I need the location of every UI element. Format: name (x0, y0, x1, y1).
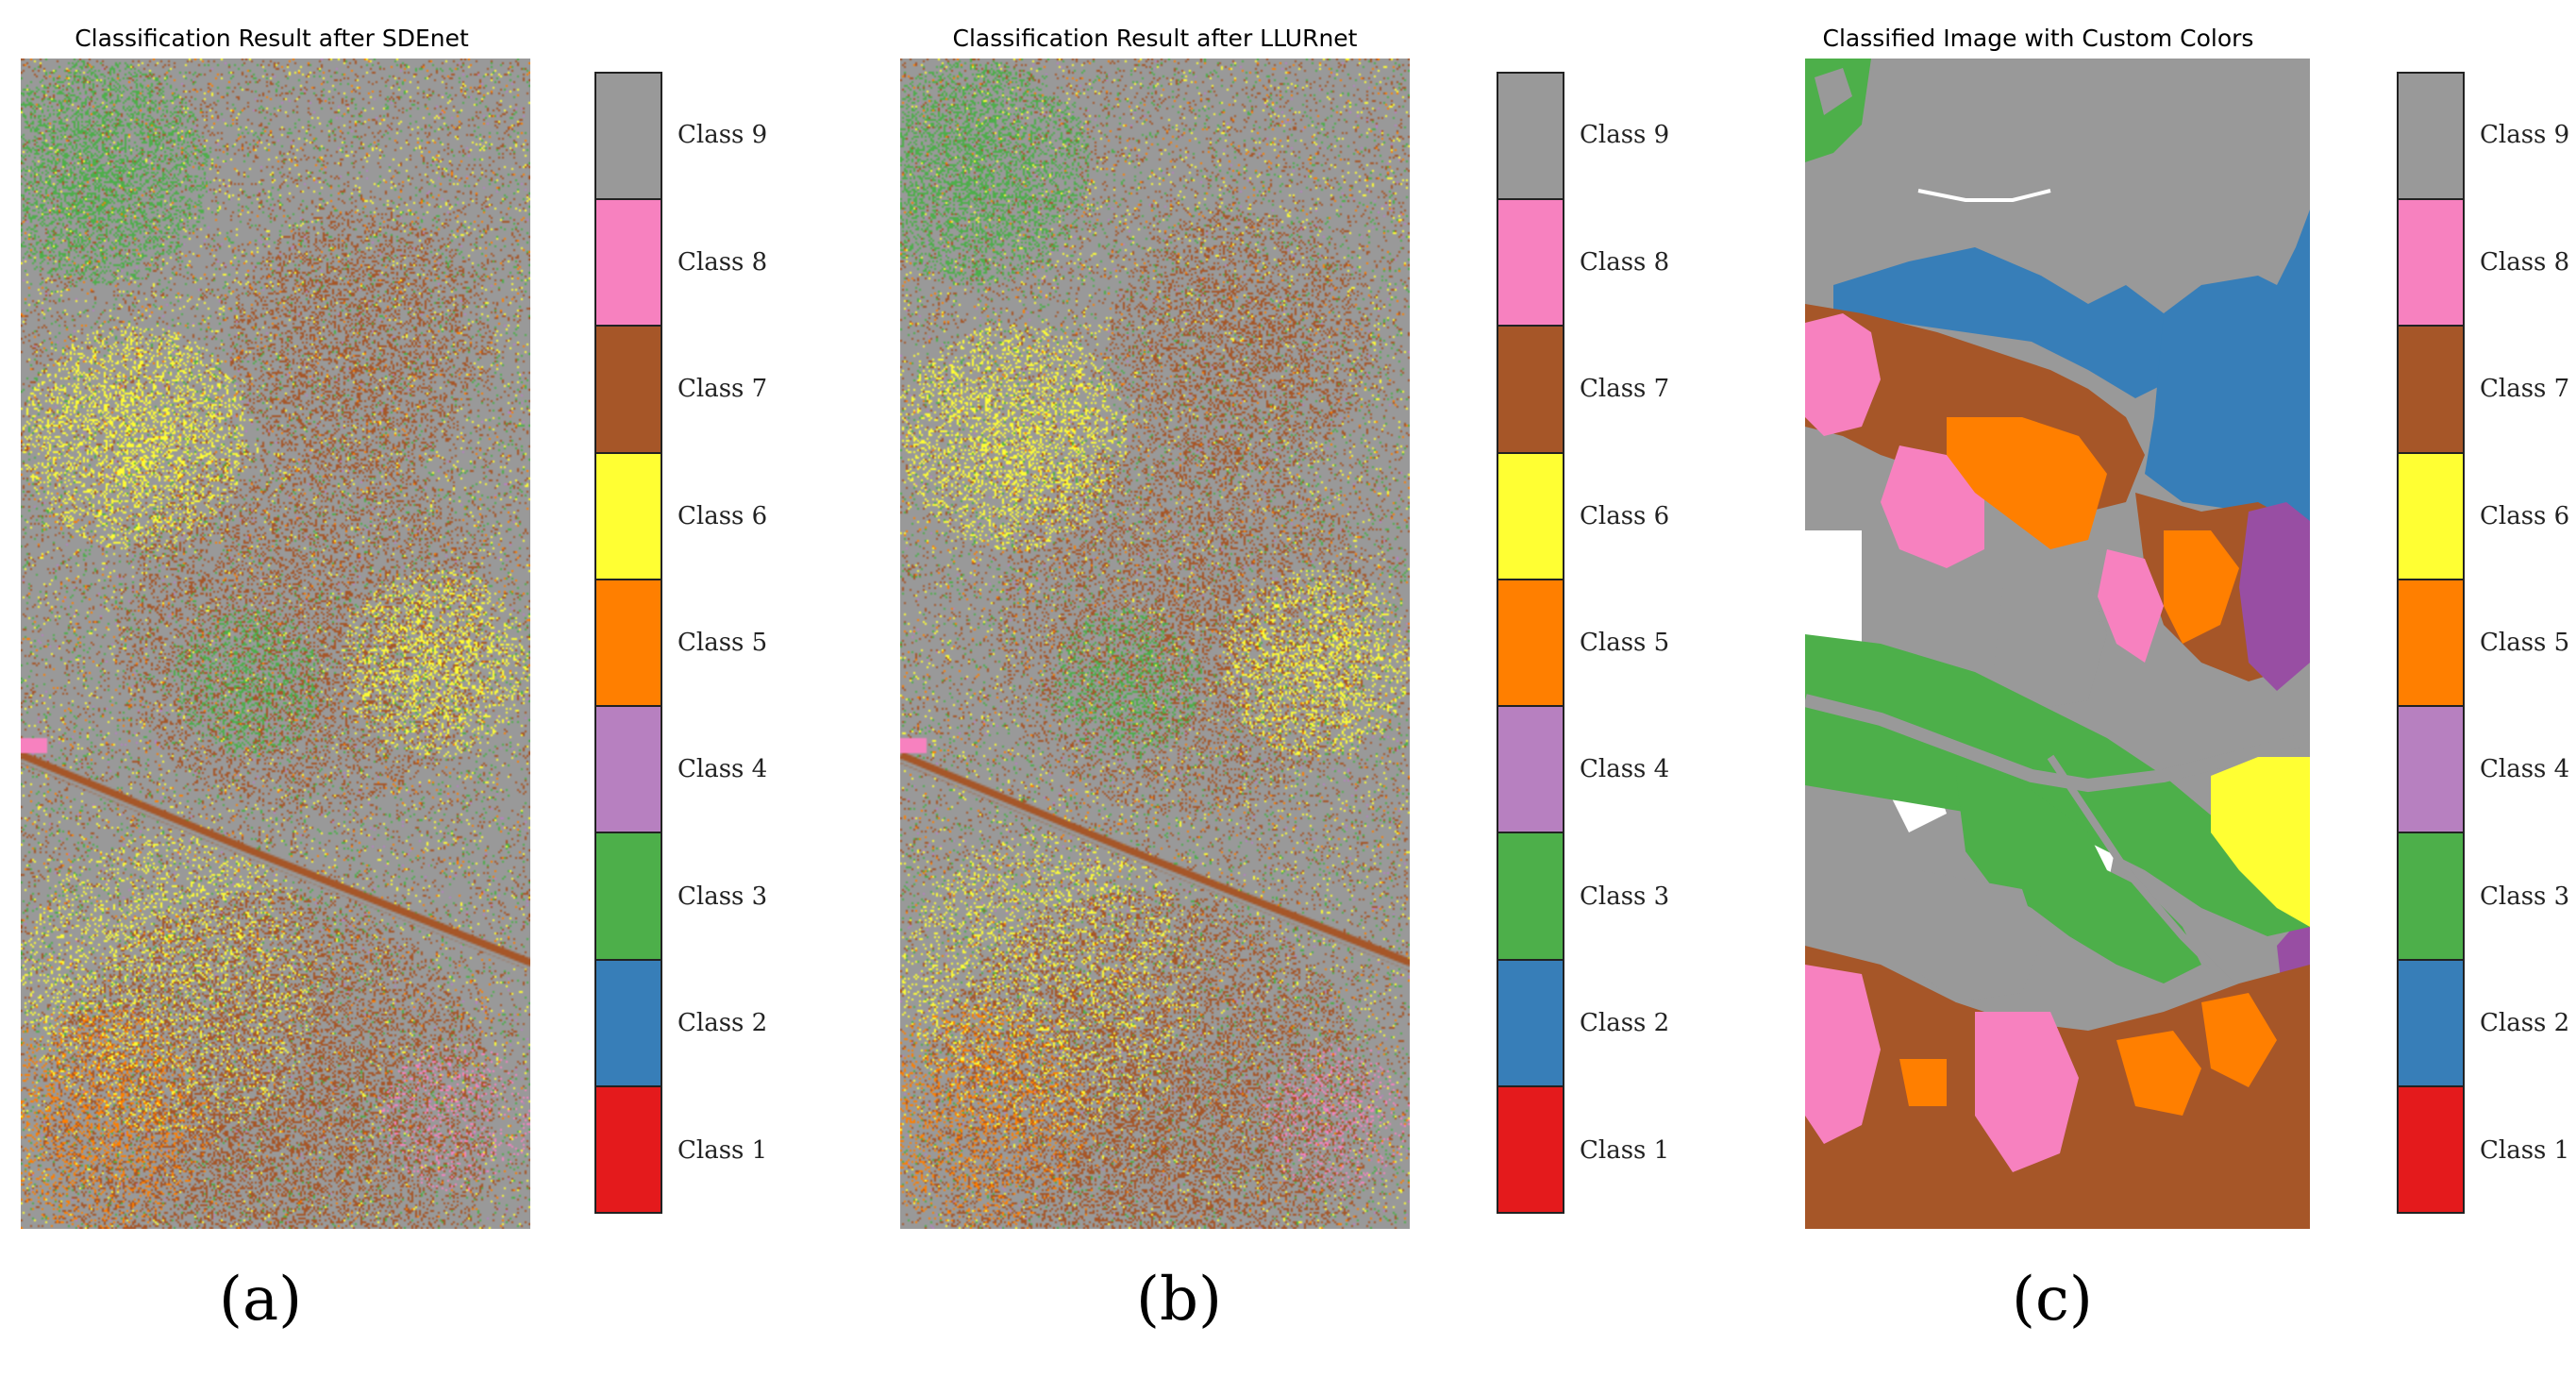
class-label: Class 8 (1580, 247, 1670, 277)
class-label: Class 3 (2480, 882, 2570, 911)
swatch-class-5 (1498, 580, 1563, 708)
swatch-class-7 (1498, 327, 1563, 454)
class-label: Class 2 (1580, 1009, 1670, 1038)
swatch-class-6 (2399, 453, 2463, 580)
swatch-class-9 (1498, 74, 1563, 201)
map-title: Classification Result after SDEnet (75, 25, 469, 52)
colorbar (594, 72, 662, 1214)
swatch-class-3 (596, 833, 661, 961)
swatch-class-7 (2399, 327, 2463, 454)
panel-letter: (c) (2012, 1265, 2093, 1335)
class-label: Class 2 (2480, 1009, 2570, 1038)
class-labels: Class 9 Class 8 Class 7 Class 6 Class 5 … (677, 72, 767, 1214)
colorbar (2397, 72, 2465, 1214)
class-label: Class 5 (677, 628, 768, 657)
class-label: Class 7 (1580, 375, 1670, 404)
class-label: Class 9 (677, 121, 768, 150)
class-label: Class 6 (1580, 501, 1670, 530)
swatch-class-8 (596, 200, 661, 328)
class-label: Class 1 (2480, 1135, 2570, 1165)
swatch-class-6 (596, 453, 661, 580)
swatch-class-2 (1498, 960, 1563, 1087)
swatch-class-1 (596, 1086, 661, 1212)
panel-letter: (a) (219, 1265, 303, 1335)
class-label: Class 3 (1580, 882, 1670, 911)
class-label: Class 6 (677, 501, 768, 530)
swatch-class-6 (1498, 453, 1563, 580)
map-title: Classified Image with Custom Colors (1822, 25, 2254, 52)
class-label: Class 2 (677, 1009, 768, 1038)
class-label: Class 9 (2480, 121, 2570, 150)
panel-a: Classification Result after SDEnet Class… (0, 0, 859, 1378)
panel-c: Classified Image with Custom Colors (1774, 0, 2576, 1378)
swatch-class-4 (2399, 707, 2463, 834)
class-label: Class 1 (677, 1135, 768, 1165)
class-label: Class 4 (2480, 755, 2570, 784)
class-label: Class 4 (677, 755, 768, 784)
class-label: Class 9 (1580, 121, 1670, 150)
swatch-class-4 (1498, 707, 1563, 834)
swatch-class-2 (2399, 960, 2463, 1087)
class-label: Class 7 (2480, 375, 2570, 404)
map-canvas (21, 59, 530, 1229)
class-labels: Class 9 Class 8 Class 7 Class 6 Class 5 … (1580, 72, 1669, 1214)
map-canvas (1805, 59, 2310, 1229)
swatch-class-5 (2399, 580, 2463, 708)
swatch-class-1 (2399, 1086, 2463, 1212)
class-label: Class 5 (1580, 628, 1670, 657)
swatch-class-2 (596, 960, 661, 1087)
swatch-class-8 (2399, 200, 2463, 328)
colorbar (1497, 72, 1564, 1214)
swatch-class-9 (596, 74, 661, 201)
class-label: Class 7 (677, 375, 768, 404)
swatch-class-3 (1498, 833, 1563, 961)
panel-letter: (b) (1136, 1265, 1222, 1335)
class-labels: Class 9 Class 8 Class 7 Class 6 Class 5 … (2480, 72, 2569, 1214)
class-label: Class 8 (677, 247, 768, 277)
class-label: Class 6 (2480, 501, 2570, 530)
class-label: Class 4 (1580, 755, 1670, 784)
swatch-class-5 (596, 580, 661, 708)
class-label: Class 3 (677, 882, 768, 911)
swatch-class-3 (2399, 833, 2463, 961)
classified-image-custom-colors (1805, 59, 2310, 1229)
swatch-class-1 (1498, 1086, 1563, 1212)
class-label: Class 8 (2480, 247, 2570, 277)
swatch-class-8 (1498, 200, 1563, 328)
classification-map-llurnet (900, 59, 1410, 1229)
swatch-class-7 (596, 327, 661, 454)
map-canvas (900, 59, 1410, 1229)
swatch-class-9 (2399, 74, 2463, 201)
map-title: Classification Result after LLURnet (952, 25, 1358, 52)
swatch-class-4 (596, 707, 661, 834)
class-label: Class 1 (1580, 1135, 1670, 1165)
panel-b: Classification Result after LLURnet Clas… (887, 0, 1746, 1378)
classification-map-sdenet (21, 59, 530, 1229)
class-label: Class 5 (2480, 628, 2570, 657)
